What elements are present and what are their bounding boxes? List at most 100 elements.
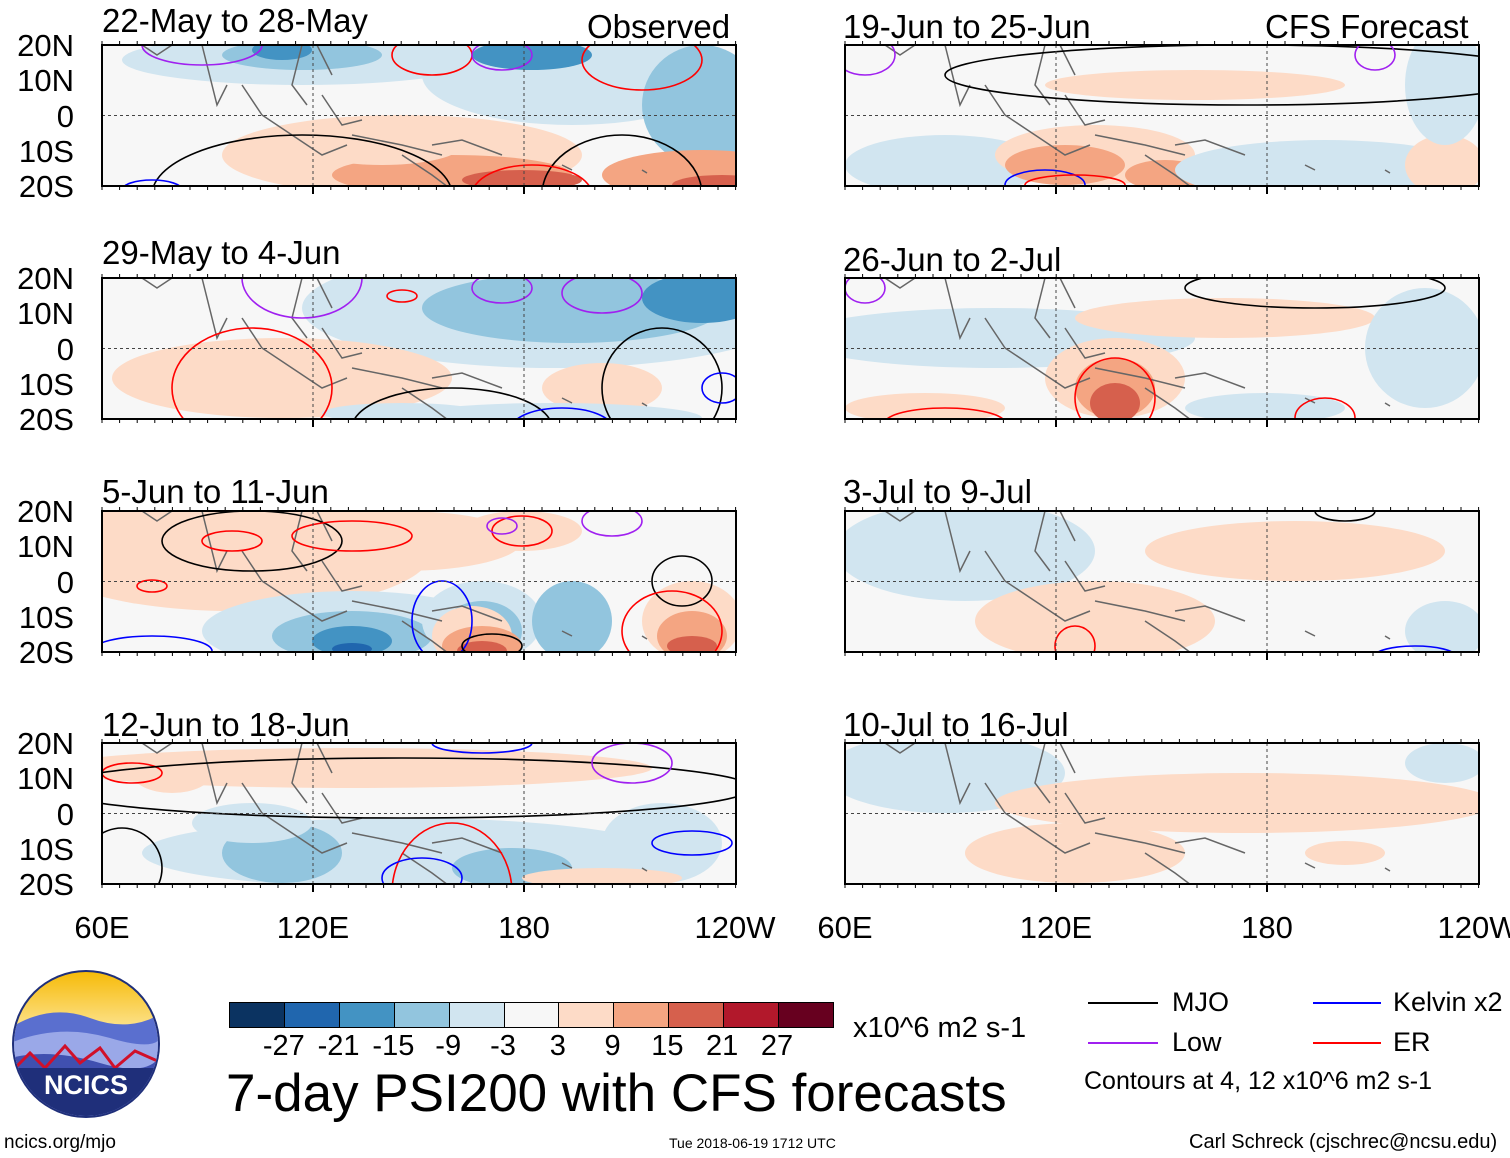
ncics-url[interactable]: ncics.org/mjo [4, 1132, 116, 1153]
colorbar-swatch [449, 1003, 505, 1027]
y-tick-label: 0 [56, 98, 74, 134]
observed-label: Observed [587, 8, 731, 45]
contour-line [461, 633, 523, 652]
contour-line [136, 579, 168, 593]
anomaly-region [1090, 383, 1140, 419]
contour-line [381, 857, 463, 884]
anomaly-region [845, 511, 1095, 601]
colorbar-swatch [669, 1003, 725, 1027]
panel-title: 10-Jul to 16-Jul [843, 706, 1069, 743]
contour-line [845, 278, 886, 304]
anomaly-region [667, 636, 717, 652]
y-tick-label: 20N [17, 261, 74, 296]
panel-title: 22-May to 28-May [102, 2, 368, 39]
coastline [141, 511, 648, 652]
y-tick-label: 10S [18, 133, 74, 169]
x-tick-label: 60E [817, 910, 873, 945]
ncics-logo: NCICS [12, 970, 160, 1118]
anomaly-region [192, 803, 312, 843]
y-tick-label: 10N [17, 296, 74, 332]
contour-line [241, 278, 363, 319]
figure-title: 7-day PSI200 with CFS forecasts [226, 1064, 1007, 1123]
legend-line-mjo [1088, 1002, 1158, 1004]
y-tick-label: 10N [17, 63, 74, 99]
coastline [141, 743, 648, 884]
y-tick-label: 20N [17, 494, 74, 529]
anomaly-region [602, 803, 722, 883]
anomaly-region [642, 278, 736, 323]
colorbar-swatch [339, 1003, 395, 1027]
anomaly-region [302, 125, 462, 165]
y-tick-label: 0 [56, 796, 74, 832]
anomaly-region [1075, 298, 1375, 338]
contour-line [601, 327, 723, 419]
anomaly-region [1405, 743, 1479, 783]
contour-line [491, 515, 553, 547]
contour-line [102, 827, 163, 884]
panel-title: 19-Jun to 25-Jun [843, 8, 1091, 45]
colorbar-swatch [724, 1003, 780, 1027]
colorbar-swatch [284, 1003, 340, 1027]
contour-line [471, 278, 533, 304]
contour-line [161, 511, 343, 572]
colorbar [229, 1002, 834, 1028]
anomaly-region [965, 823, 1185, 883]
anomaly-region [1405, 45, 1479, 145]
map-panel [844, 739, 1480, 892]
contour-line [651, 830, 733, 856]
anomaly-region [1145, 521, 1445, 581]
contour-line [411, 580, 473, 652]
y-tick-label: 20S [18, 169, 74, 205]
colorbar-label: -27 [262, 1030, 305, 1062]
anomaly-region [522, 868, 682, 884]
credit: Carl Schreck (cjschrec@ncsu.edu) [1189, 1131, 1498, 1153]
contour-line [1054, 625, 1096, 652]
contour-line [486, 517, 518, 535]
y-tick-label: 20S [18, 402, 74, 438]
y-tick-label: 10S [18, 599, 74, 635]
colorbar-units: x10^6 m2 s-1 [853, 1012, 1027, 1044]
contour-line [353, 387, 551, 419]
anomaly-region [1045, 70, 1345, 100]
x-tick-label: 120E [276, 910, 350, 945]
contour-line [591, 743, 673, 784]
anomaly-region [312, 626, 392, 652]
map-panel [101, 274, 737, 427]
contour-line [141, 45, 263, 66]
contour-line [431, 743, 533, 754]
anomaly-region [332, 643, 372, 652]
contour-line [944, 45, 1479, 106]
colorbar-label: -15 [372, 1030, 415, 1062]
anomaly-region [1175, 140, 1475, 186]
contour-line [651, 555, 713, 607]
colorbar-label: -21 [317, 1030, 360, 1062]
coastline [884, 743, 1391, 884]
contour-line [171, 327, 333, 419]
legend-line-low [1088, 1042, 1158, 1044]
logo-text: NCICS [44, 1070, 128, 1100]
panel-title: 29-May to 4-Jun [102, 234, 341, 271]
anomaly-region [1185, 393, 1345, 419]
anomaly-region [112, 338, 452, 418]
y-tick-label: 10S [18, 831, 74, 867]
contour-line [473, 164, 591, 186]
y-tick-label: 10S [18, 366, 74, 402]
anomaly-region [252, 45, 312, 60]
y-tick-label: 10N [17, 761, 74, 797]
contour-line [386, 289, 418, 303]
panel-title: 3-Jul to 9-Jul [843, 473, 1032, 510]
anomaly-region [995, 773, 1479, 833]
map-panel [844, 507, 1480, 660]
contour-line [886, 407, 1004, 419]
y-tick-label: 20N [17, 28, 74, 63]
panel-title: 5-Jun to 11-Jun [102, 473, 329, 510]
colorbar-swatch [614, 1003, 670, 1027]
contour-line [123, 179, 181, 186]
contour-line [152, 134, 452, 186]
anomaly-region [532, 581, 612, 652]
legend-label: MJO [1172, 987, 1229, 1017]
cfs-forecast-label: CFS Forecast [1265, 8, 1469, 45]
anomaly-region [282, 511, 522, 571]
contour-line [1354, 45, 1396, 71]
anomaly-region [1405, 135, 1479, 186]
